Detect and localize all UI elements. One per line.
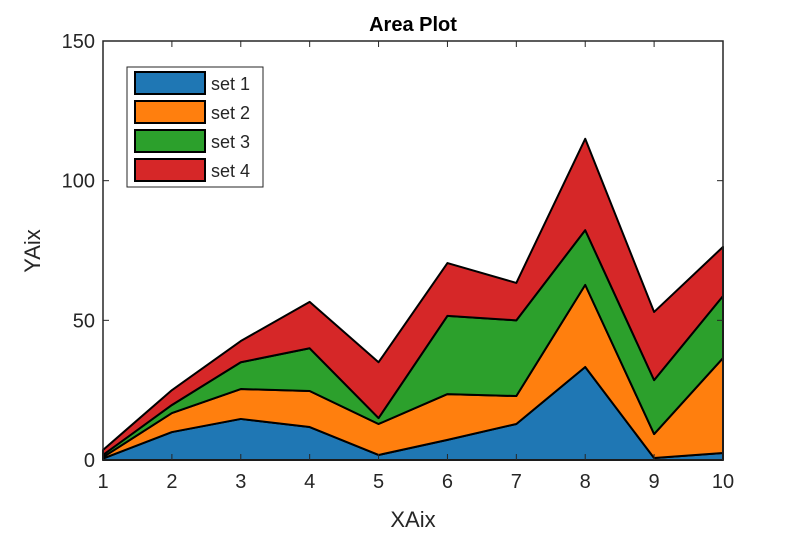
legend-label: set 4 [211,161,250,181]
x-tick-label: 3 [235,471,246,493]
chart-title: Area Plot [369,14,457,36]
plot-frame [102,40,724,461]
x-axis: 1 2 3 4 5 6 7 8 9 10 [97,41,734,493]
x-tick-label: 9 [649,471,660,493]
x-tick-label: 7 [511,471,522,493]
x-tick-label: 4 [304,471,315,493]
legend-label: set 1 [211,74,250,94]
legend-swatch [134,71,206,95]
x-tick-label: 10 [712,471,734,493]
x-axis-label: XAix [390,507,435,532]
x-tick-label: 6 [442,471,453,493]
legend-swatch [134,158,206,182]
y-tick-label: 50 [73,310,95,332]
x-tick-label: 5 [373,471,384,493]
legend-label: set 2 [211,103,250,123]
legend: set 1 set 2 set 3 set 4 [126,66,264,188]
y-axis: 0 50 100 150 [62,31,723,472]
y-axis-label: YAix [20,229,45,273]
x-tick-label: 8 [580,471,591,493]
y-tick-label: 0 [84,450,95,472]
legend-label: set 3 [211,132,250,152]
y-tick-label: 100 [62,171,95,193]
x-tick-label: 2 [166,471,177,493]
legend-swatch [134,129,206,153]
x-tick-label: 1 [97,471,108,493]
legend-swatch [134,100,206,124]
y-tick-label: 150 [62,31,95,53]
